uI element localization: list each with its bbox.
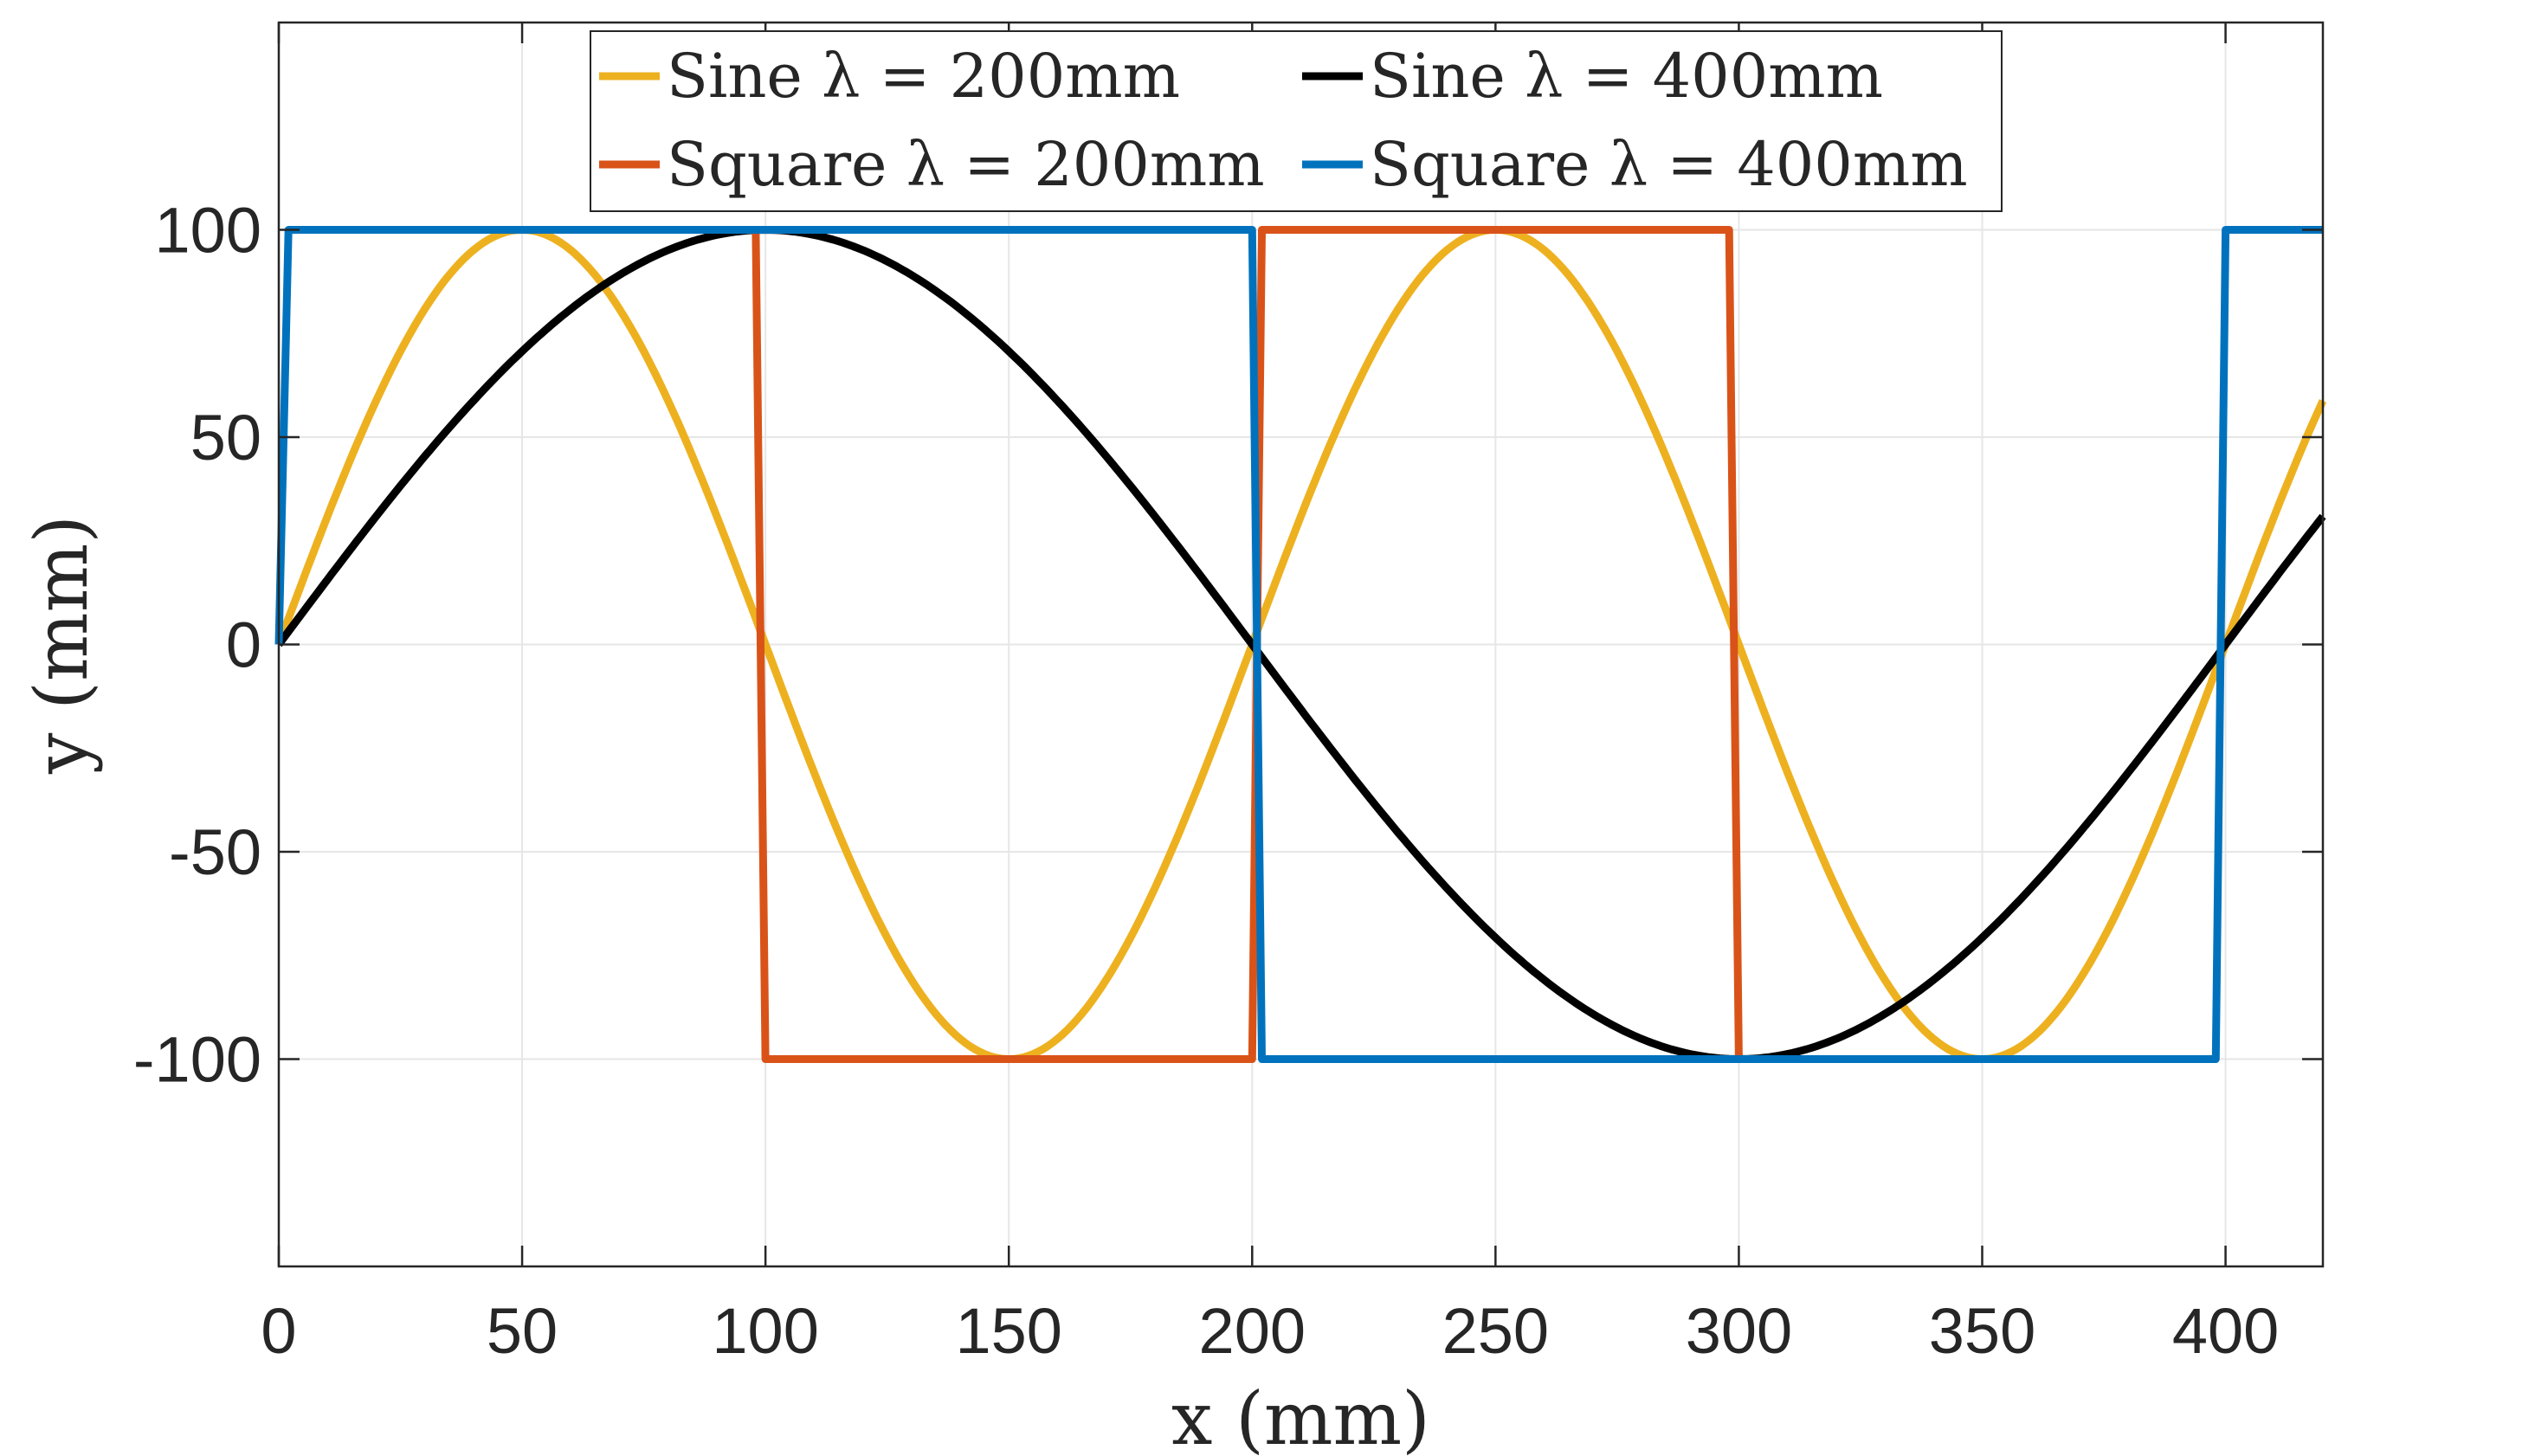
y-tick-label: 100	[155, 195, 261, 267]
x-tick-label: 150	[955, 1295, 1061, 1367]
legend: Sine λ = 200mm Sine λ = 400mm Square λ =…	[590, 30, 2003, 212]
x-tick-label: 250	[1442, 1295, 1549, 1367]
legend-label-sine-400: Sine λ = 400mm	[1370, 41, 1883, 112]
tick-labels: 0 50 100 150 200 250 300 350 400 -100 -50 0 50 100	[133, 195, 2279, 1368]
x-tick-label: 350	[1929, 1295, 2035, 1367]
x-tick-label: 0	[261, 1295, 296, 1367]
x-axis-label: x (mm)	[1171, 1376, 1430, 1456]
legend-label-square-200: Square λ = 200mm	[667, 129, 1265, 200]
x-tick-label: 100	[712, 1295, 818, 1367]
legend-label-square-400: Square λ = 400mm	[1370, 129, 1968, 200]
x-tick-label: 400	[2172, 1295, 2279, 1367]
x-tick-label: 300	[1686, 1295, 1792, 1367]
legend-box	[590, 30, 2003, 212]
y-tick-label: 0	[226, 609, 261, 681]
y-tick-label: -100	[133, 1024, 261, 1096]
x-tick-label: 200	[1199, 1295, 1306, 1367]
y-axis-label: y (mm)	[19, 515, 104, 775]
y-tick-label: 50	[190, 402, 261, 474]
y-tick-label: -50	[169, 816, 261, 888]
series-layer	[274, 226, 2327, 1063]
legend-label-sine-200: Sine λ = 200mm	[667, 41, 1180, 112]
x-tick-label: 50	[487, 1295, 558, 1367]
series-line-sine-400	[275, 226, 2326, 1063]
